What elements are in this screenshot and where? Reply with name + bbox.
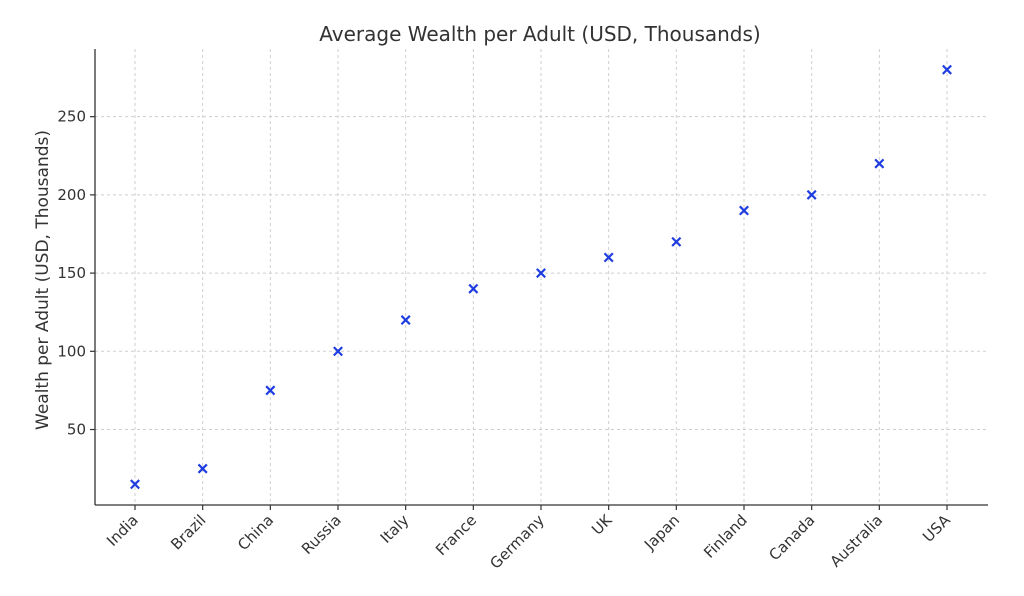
x-tick-label: Japan <box>640 511 683 554</box>
y-tick-label: 50 <box>67 421 86 439</box>
data-point <box>197 463 208 474</box>
data-point <box>671 236 682 247</box>
x-tick-label: Russia <box>298 511 345 558</box>
data-point <box>400 315 411 325</box>
x-tick-label: Canada <box>765 511 818 564</box>
y-tick-label: 100 <box>57 342 86 360</box>
data-point <box>806 189 817 200</box>
x-tick-label: Germany <box>486 511 548 573</box>
x-tick-label: Finland <box>700 511 751 562</box>
x-tick-label: Brazil <box>167 511 209 553</box>
x-tick-label: China <box>234 511 277 554</box>
data-point <box>130 479 140 490</box>
y-axis-label: Wealth per Adult (USD, Thousands) <box>33 130 53 430</box>
data-point <box>874 158 885 169</box>
data-point <box>333 346 343 357</box>
data-point <box>603 252 614 263</box>
ticks: India Brazil China Russia Italy France Germany… <box>57 108 954 573</box>
data-point <box>536 268 546 279</box>
data-point <box>468 283 479 294</box>
x-tick-label: Italy <box>377 511 413 547</box>
x-tick-label: UK <box>588 510 616 538</box>
chart-title: Average Wealth per Adult (USD, Thousands… <box>319 22 760 46</box>
x-tick-label: Australia <box>827 511 887 571</box>
y-tick-label: 250 <box>57 108 86 126</box>
y-tick-label: 200 <box>57 186 86 204</box>
data-point <box>942 64 952 75</box>
data-points <box>130 64 952 490</box>
x-tick-label: India <box>103 511 142 550</box>
x-tick-label: USA <box>919 511 954 546</box>
x-tick-label: France <box>432 511 480 559</box>
data-point <box>265 385 276 396</box>
y-tick-label: 150 <box>57 264 86 282</box>
data-point <box>739 205 749 216</box>
grid-lines <box>95 49 988 505</box>
